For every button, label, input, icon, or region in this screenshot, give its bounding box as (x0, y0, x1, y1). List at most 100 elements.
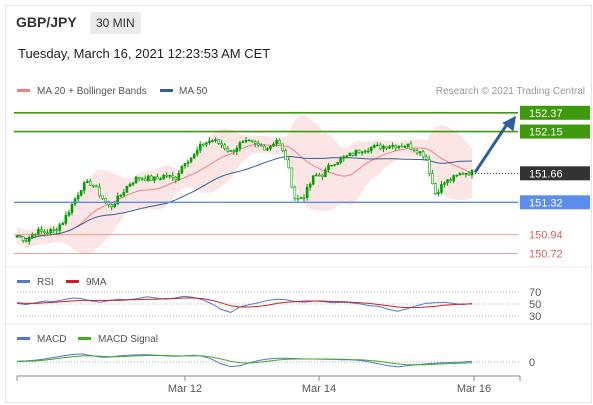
candle-body (61, 222, 65, 226)
candle-body (443, 182, 446, 185)
candle-body (400, 145, 404, 148)
candle (147, 174, 150, 182)
candle-body (116, 195, 120, 205)
candle-body (119, 194, 123, 197)
candle-body (21, 236, 25, 241)
x-tick-label: Mar 14 (302, 383, 336, 395)
candle (379, 142, 382, 151)
candle-body (70, 203, 74, 213)
candle (385, 145, 388, 151)
candle-body (147, 175, 150, 182)
candle-body (318, 174, 321, 177)
candle (446, 179, 449, 186)
support-label: 150.94 (529, 230, 563, 242)
candle-body (348, 152, 352, 156)
candle (437, 189, 440, 197)
candle-body (156, 176, 159, 180)
candle (382, 144, 385, 153)
candle-body (131, 182, 135, 185)
candle-body (113, 203, 117, 208)
candle-body (229, 150, 233, 152)
candle-body (455, 174, 459, 177)
candle (211, 139, 214, 143)
candle-body (351, 152, 355, 156)
candle-body (128, 183, 132, 187)
candle-body (37, 229, 40, 235)
candle-body (174, 177, 178, 180)
candle-body (296, 198, 300, 200)
chart-header: GBP/JPY 30 MIN (6, 6, 591, 40)
candle-body (250, 139, 254, 142)
candle-body (171, 175, 175, 178)
candle (266, 146, 269, 152)
resistance-label-box (520, 124, 590, 139)
candle-body (293, 186, 297, 199)
candle (110, 203, 113, 211)
candle-body (165, 175, 168, 177)
candle (424, 154, 428, 160)
candle-body (235, 147, 239, 152)
candle (308, 182, 312, 191)
candle-body (394, 144, 397, 149)
candle (467, 170, 471, 176)
candle-body (140, 178, 144, 180)
candle-body (461, 173, 465, 175)
candle (122, 188, 126, 198)
candle (394, 144, 397, 151)
candle-body (330, 164, 333, 167)
candle (43, 229, 46, 237)
last-price-label: 151.66 (529, 168, 563, 180)
price-level: 151.66 (472, 166, 590, 181)
candle (18, 234, 22, 238)
candle-body (92, 185, 95, 187)
candle (339, 156, 342, 165)
candle-body (211, 140, 214, 142)
candle-body (168, 175, 171, 177)
candle-body (214, 139, 217, 141)
candle (397, 145, 401, 150)
price-level: 150.72 (14, 248, 563, 260)
candle (162, 174, 165, 180)
ma50-legend-swatch (160, 89, 173, 92)
candle-body (101, 195, 104, 199)
candle-body (437, 192, 440, 195)
candle-body (88, 181, 92, 186)
candle (205, 142, 208, 148)
candle-body (64, 215, 68, 224)
candle (409, 141, 413, 151)
candle-body (217, 139, 220, 144)
resistance-label: 152.15 (529, 127, 563, 139)
candle-body (287, 159, 291, 169)
candle-body (470, 169, 474, 176)
candle-body (143, 178, 147, 182)
ma50-legend-label: MA 50 (179, 86, 208, 97)
candle (208, 137, 211, 145)
timeframe-badge[interactable]: 30 MIN (90, 12, 141, 34)
candle (440, 181, 443, 195)
candle (241, 139, 245, 144)
x-tick-label: Mar 16 (457, 383, 491, 395)
candle (302, 194, 306, 202)
x-axis: Mar 12 Mar 14 Mar 16 (16, 375, 521, 395)
candle-body (125, 185, 129, 193)
candle (101, 195, 104, 200)
candle-body (223, 144, 226, 149)
rsi-ma-line (16, 297, 472, 309)
macd-signal-legend-label: MACD Signal (98, 334, 158, 345)
candle (119, 193, 123, 198)
candle-body (162, 175, 165, 180)
candle (253, 140, 257, 148)
candle (67, 210, 71, 217)
candle (85, 178, 89, 184)
candle (177, 170, 181, 182)
candle (281, 143, 284, 153)
candle-body (327, 165, 330, 171)
candle-body (345, 155, 349, 158)
candle (156, 173, 159, 180)
candle (458, 172, 462, 176)
candle (470, 169, 474, 179)
candle (189, 157, 193, 164)
candle (299, 196, 303, 199)
candle (55, 227, 58, 235)
candle (293, 185, 297, 201)
